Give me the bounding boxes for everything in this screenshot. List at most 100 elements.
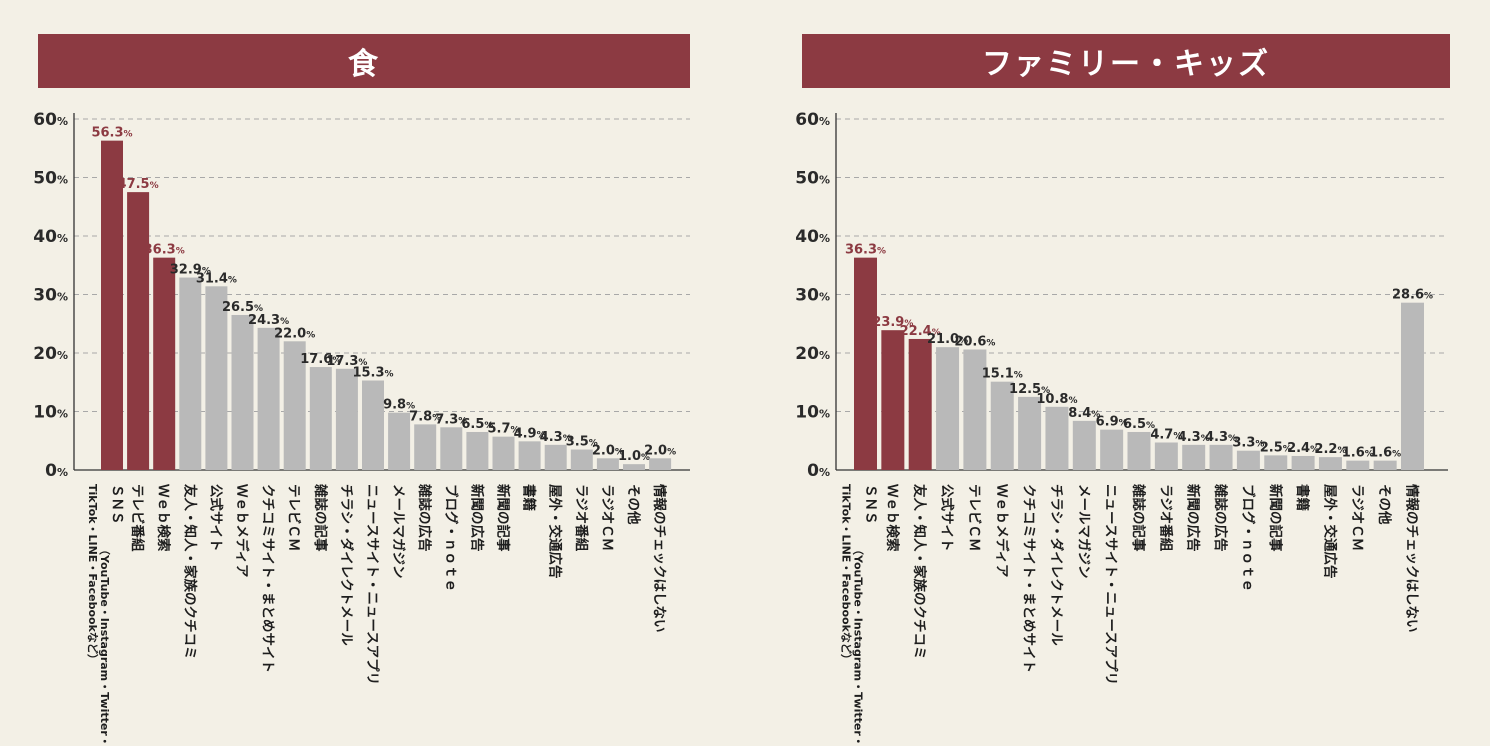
- svg-text:Ｗｅｂメディア: Ｗｅｂメディア: [993, 484, 1010, 578]
- bar: [1127, 431, 1151, 470]
- svg-text:雑誌の記事: 雑誌の記事: [312, 483, 329, 552]
- bar-value-label: 2.0%: [644, 443, 676, 458]
- bar-value-label: 15.1%: [982, 367, 1023, 382]
- bar: [466, 431, 489, 470]
- category-label: チラシ・ダイレクトメール: [338, 484, 355, 646]
- bar: [1100, 429, 1124, 470]
- svg-text:ＳＮＳ: ＳＮＳ: [109, 484, 125, 525]
- svg-text:雑誌の広告: 雑誌の広告: [416, 483, 433, 552]
- svg-text:ＳＮＳ: ＳＮＳ: [863, 484, 879, 525]
- svg-text:TikTok・LINE・Facebookなど）: TikTok・LINE・Facebookなど）: [840, 484, 853, 665]
- y-tick-label: 0%: [45, 461, 68, 481]
- svg-text:テレビ番組: テレビ番組: [129, 484, 146, 552]
- category-label: 公式サイト: [207, 484, 224, 552]
- category-label: チラシ・ダイレクトメール: [1048, 484, 1065, 646]
- category-label: ＳＮＳ （YouTube・Instagram・Twitter・TikTok・LIN…: [86, 484, 125, 746]
- category-label: クチコミサイト・まとめサイト: [260, 484, 276, 673]
- y-tick-label: 50%: [795, 169, 830, 189]
- svg-text:情報のチェックはしない: 情報のチェックはしない: [651, 484, 668, 633]
- category-label: ニュースサイト・ニュースアプリ: [364, 484, 380, 685]
- svg-text:書籍: 書籍: [1294, 484, 1311, 511]
- category-label: ラジオ番組: [1157, 484, 1174, 552]
- bar-value-label: 2.0%: [592, 443, 624, 458]
- bar: [1318, 457, 1342, 470]
- bar: [1264, 455, 1288, 470]
- bar-value-label: 1.0%: [618, 449, 650, 464]
- bar-value-label: 24.3%: [248, 313, 289, 328]
- svg-text:ニュースサイト・ニュースアプリ: ニュースサイト・ニュースアプリ: [364, 484, 380, 685]
- y-tick-label: 10%: [795, 403, 830, 423]
- category-label: ニュースサイト・ニュースアプリ: [1103, 484, 1119, 685]
- svg-text:新聞の広告: 新聞の広告: [468, 484, 485, 552]
- bar: [388, 412, 411, 470]
- category-label: その他: [625, 484, 642, 525]
- chart-title-family-kids: ファミリー・キッズ: [802, 34, 1450, 88]
- y-tick-label: 0%: [807, 461, 830, 481]
- bar: [1373, 460, 1397, 470]
- bar: [1346, 460, 1370, 470]
- category-label: 書籍: [1294, 484, 1311, 511]
- bar: [908, 338, 932, 470]
- bar-value-label: 22.0%: [274, 326, 315, 341]
- bar-value-label: 4.3%: [540, 430, 572, 445]
- bar: [205, 286, 228, 470]
- bar-value-label: 36.3%: [845, 243, 886, 258]
- bar-value-label: 8.4%: [1068, 406, 1100, 421]
- bar: [257, 327, 280, 470]
- svg-text:雑誌の広告: 雑誌の広告: [1212, 483, 1229, 552]
- category-label: ラジオＣＭ: [1349, 484, 1365, 551]
- svg-text:その他: その他: [625, 484, 642, 525]
- category-label: 新聞の広告: [1185, 484, 1202, 552]
- bar-value-label: 20.6%: [954, 334, 995, 349]
- bar: [936, 347, 960, 470]
- bar: [1291, 455, 1315, 470]
- bar-value-label: 2.4%: [1287, 441, 1319, 456]
- bar: [990, 381, 1014, 470]
- svg-text:テレビＣＭ: テレビＣＭ: [966, 484, 982, 552]
- svg-text:Ｗｅｂ検索: Ｗｅｂ検索: [884, 484, 901, 552]
- svg-text:新聞の記事: 新聞の記事: [495, 484, 512, 552]
- bar: [440, 427, 463, 470]
- svg-text:クチコミサイト・まとめサイト: クチコミサイト・まとめサイト: [260, 484, 276, 673]
- bar: [1072, 420, 1096, 470]
- svg-text:屋外・交通広告: 屋外・交通広告: [547, 484, 564, 579]
- category-label: ブログ・ｎｏｔｅ: [1239, 484, 1256, 592]
- category-label: メールマガジン: [1075, 484, 1091, 579]
- bar-value-label: 4.3%: [1178, 430, 1210, 445]
- y-tick-label: 60%: [795, 110, 830, 130]
- category-label: テレビ番組: [129, 484, 146, 552]
- svg-text:テレビＣＭ: テレビＣＭ: [286, 484, 302, 552]
- bar-value-label: 21.0%: [927, 332, 968, 347]
- bar-value-label: 56.3%: [91, 126, 132, 141]
- svg-text:TikTok・LINE・Facebookなど）: TikTok・LINE・Facebookなど）: [86, 484, 99, 665]
- svg-text:新聞の記事: 新聞の記事: [1267, 484, 1284, 552]
- bar: [544, 444, 567, 470]
- bar: [518, 441, 541, 470]
- svg-text:Ｗｅｂ検索: Ｗｅｂ検索: [155, 484, 172, 552]
- svg-text:新聞の広告: 新聞の広告: [1185, 484, 1202, 552]
- bar: [881, 330, 905, 470]
- category-label: 雑誌の記事: [312, 483, 329, 552]
- bar-value-label: 36.3%: [144, 243, 185, 258]
- svg-text:メールマガジン: メールマガジン: [390, 484, 406, 579]
- category-label: 屋外・交通広告: [1321, 484, 1338, 579]
- bar-value-label: 5.7%: [487, 422, 519, 437]
- y-tick-label: 40%: [795, 227, 830, 247]
- bar: [101, 140, 123, 470]
- bar-value-label: 3.3%: [1232, 436, 1264, 451]
- svg-text:（YouTube・Instagram・Twitter・: （YouTube・Instagram・Twitter・: [98, 544, 111, 746]
- svg-text:Ｗｅｂメディア: Ｗｅｂメディア: [234, 484, 251, 578]
- category-label: 新聞の記事: [1267, 484, 1284, 552]
- bar: [492, 436, 515, 470]
- bar: [414, 424, 437, 470]
- svg-text:ラジオＣＭ: ラジオＣＭ: [1349, 484, 1365, 551]
- bar: [362, 380, 384, 470]
- svg-text:書籍: 書籍: [521, 484, 538, 511]
- y-tick-label: 30%: [795, 286, 830, 306]
- svg-text:メールマガジン: メールマガジン: [1075, 484, 1091, 579]
- bar: [309, 367, 332, 470]
- bar-value-label: 2.5%: [1260, 440, 1292, 455]
- category-label: 雑誌の広告: [1212, 483, 1229, 552]
- bar: [854, 257, 877, 470]
- category-label: 友人・知人・家族のクチコミ: [181, 484, 198, 660]
